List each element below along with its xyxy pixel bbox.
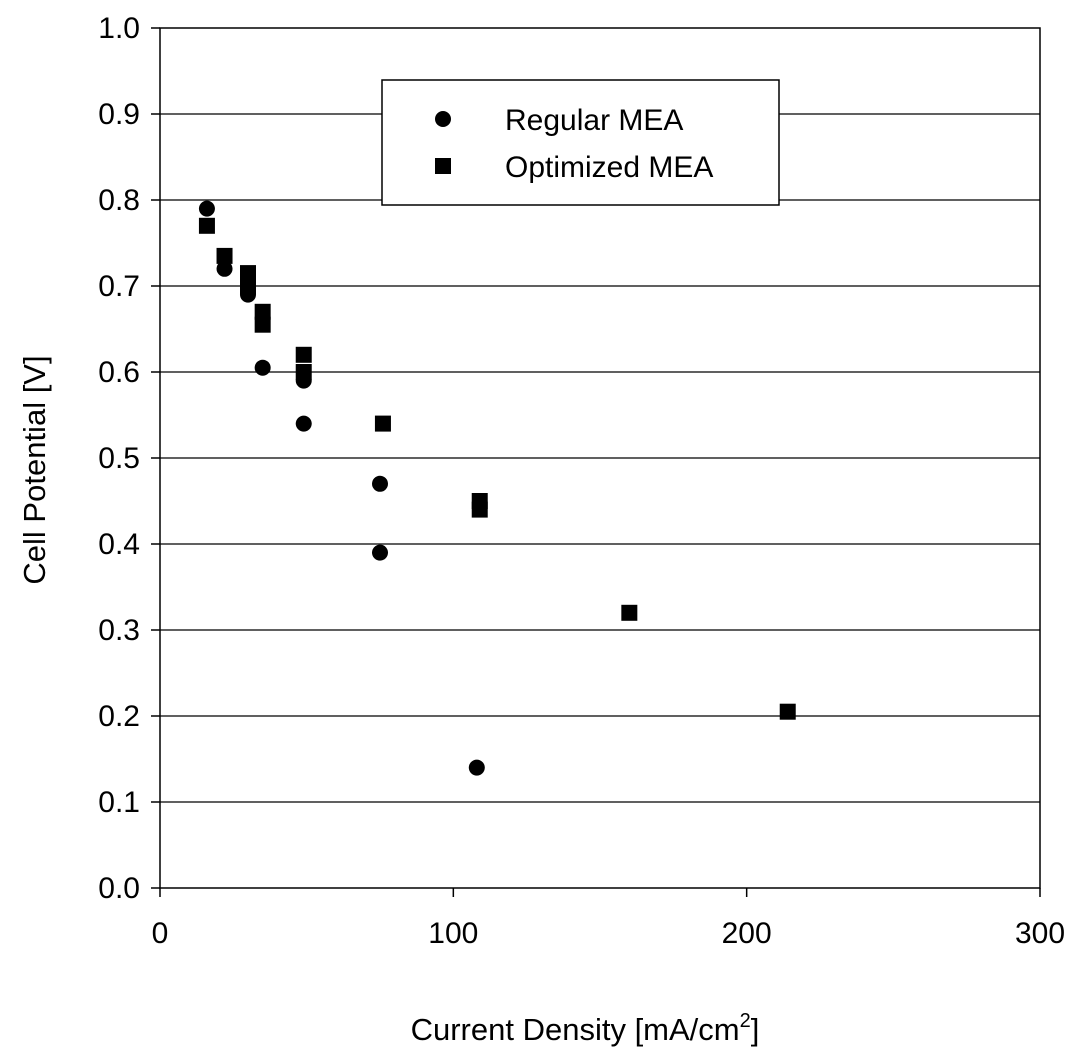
y-tick-label: 0.5 — [98, 442, 140, 475]
data-point-optimized-mea — [779, 703, 796, 720]
data-point-regular-mea — [468, 759, 485, 776]
y-tick-label: 0.7 — [98, 270, 140, 303]
gridlines — [160, 113, 1040, 803]
data-point-regular-mea — [254, 359, 271, 376]
x-axis-ticks: 0 100 200 300 — [152, 888, 1065, 950]
x-axis-title-superscript: 2 — [740, 1010, 751, 1032]
legend-marker-circle — [435, 111, 451, 127]
y-tick-label: 0.9 — [98, 98, 140, 131]
x-axis-title: Current Density [mA/cm2] — [411, 1010, 760, 1047]
legend: Regular MEA Optimized MEA — [381, 79, 780, 206]
y-tick-label: 1.0 — [98, 12, 140, 45]
x-axis-title-main: Current Density [mA/cm — [411, 1012, 740, 1047]
y-tick-label: 0.6 — [98, 356, 140, 389]
data-point-optimized-mea — [254, 303, 271, 320]
y-axis-ticks: 0.0 0.1 0.2 0.3 0.4 0.5 0.6 0.7 0.8 0.9 1.0 — [98, 12, 160, 905]
data-point-optimized-mea — [198, 217, 215, 234]
data-point-optimized-mea — [295, 364, 312, 380]
y-tick-label: 0.3 — [98, 614, 140, 647]
y-tick-label: 0.0 — [98, 872, 140, 905]
data-point-regular-mea — [216, 260, 233, 277]
legend-box — [381, 79, 780, 206]
data-point-optimized-mea — [295, 346, 312, 363]
y-tick-label: 0.4 — [98, 528, 140, 561]
y-axis-title: Cell Potential [V] — [17, 355, 52, 584]
y-tick-label: 0.2 — [98, 700, 140, 733]
x-tick-label: 100 — [428, 917, 478, 950]
legend-label-optimized-mea: Optimized MEA — [505, 151, 713, 184]
legend-marker-square — [435, 158, 451, 174]
data-point-regular-mea — [372, 475, 388, 492]
data-point-optimized-mea — [374, 415, 391, 432]
data-point-optimized-mea — [216, 247, 233, 264]
data-point-regular-mea — [198, 200, 215, 217]
x-tick-label: 200 — [722, 917, 772, 950]
x-tick-label: 300 — [1015, 917, 1065, 950]
data-point-optimized-mea — [254, 316, 271, 333]
data-point-optimized-mea — [471, 501, 488, 518]
x-tick-label: 0 — [152, 917, 169, 950]
data-point-optimized-mea — [240, 278, 256, 294]
data-point-regular-mea — [372, 544, 388, 561]
legend-label-regular-mea: Regular MEA — [505, 104, 683, 137]
data-point-optimized-mea — [621, 604, 638, 621]
y-tick-label: 0.1 — [98, 786, 140, 819]
data-point-regular-mea — [295, 415, 312, 432]
data-points — [198, 200, 796, 776]
x-axis-title-suffix: ] — [751, 1012, 760, 1047]
y-tick-label: 0.8 — [98, 184, 140, 217]
data-point-optimized-mea — [240, 265, 256, 282]
